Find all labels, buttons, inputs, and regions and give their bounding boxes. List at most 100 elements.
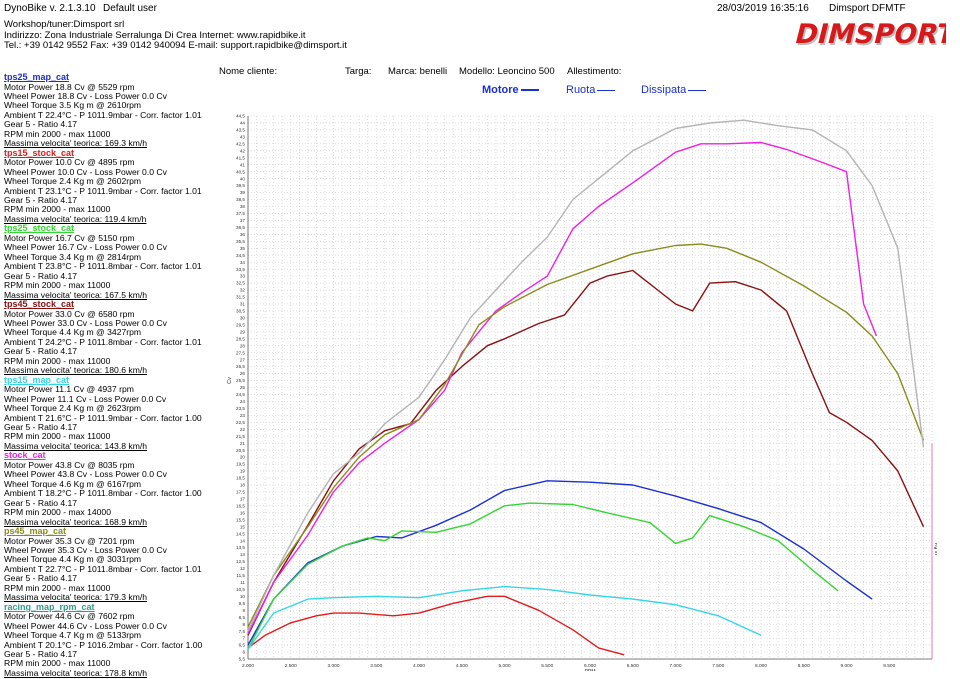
y2-axis-label: Kg m <box>933 543 937 555</box>
run-detail: Ambient T 23.8°C - P 1011.8mbar - Corr. … <box>4 261 202 272</box>
y-tick-label: 37 <box>240 218 246 223</box>
y-tick-label: 12,5 <box>236 559 245 564</box>
y-tick-label: 17 <box>240 496 246 501</box>
legend-dissipata-line <box>688 89 707 91</box>
run-detail: Massima velocita' teorica: 180.6 km/h <box>4 365 148 376</box>
x-tick-label: 2.000 <box>242 663 254 669</box>
y-tick-label: 30 <box>240 315 246 320</box>
y-tick-label: 32 <box>240 288 246 293</box>
run-detail: Motor Power 16.7 Cv @ 5150 rpm <box>4 232 135 243</box>
y-tick-label: 33 <box>240 274 246 279</box>
run-detail: RPM min 2000 - max 14000 <box>4 507 111 518</box>
y-tick-label: 26 <box>240 371 246 376</box>
y-tick-label: 9,5 <box>239 601 246 606</box>
y-tick-label: 43,5 <box>236 128 245 133</box>
y-tick-label: 15 <box>240 524 246 529</box>
run-block: ps45_map_cat Motor Power 35.3 Cv @ 7201 r… <box>4 527 219 603</box>
y-tick-label: 31 <box>240 302 246 307</box>
run-detail: Wheel Power 11.1 Cv - Loss Power 0.0 Cv <box>4 393 167 404</box>
y-tick-label: 28,5 <box>236 336 245 341</box>
run-detail: Ambient T 23.1°C - P 1011.9mbar - Corr. … <box>4 185 202 196</box>
y-tick-label: 10 <box>240 594 246 599</box>
x-tick-label: 9.500 <box>883 663 895 669</box>
x-axis-label: RPM <box>584 669 595 671</box>
run-name[interactable]: tps25_map_cat <box>4 72 70 82</box>
y-tick-label: 8 <box>242 622 245 627</box>
run-name[interactable]: tps15_stock_cat <box>4 147 75 158</box>
y-tick-label: 28 <box>240 343 246 348</box>
run-detail: Massima velocita' teorica: 179.3 km/h <box>4 592 148 603</box>
run-detail: Gear 5 - Ratio 4.17 <box>4 194 78 205</box>
run-block: tps25_stock_cat Motor Power 16.7 Cv @ 515… <box>4 224 219 300</box>
y-tick-label: 16 <box>240 510 246 515</box>
run-detail: Motor Power 11.1 Cv @ 4937 rpm <box>4 384 134 395</box>
x-tick-label: 6.000 <box>584 663 596 669</box>
series-line-ps45_map_cat <box>247 243 925 628</box>
y-tick-label: 34 <box>240 260 246 265</box>
y-tick-label: 44,5 <box>236 114 245 119</box>
model-label: Modello: Leoncino 500 <box>459 66 555 77</box>
run-name[interactable]: tps25_stock_cat <box>4 223 75 234</box>
run-name[interactable]: stock_cat <box>4 450 46 461</box>
x-tick-label: 7.000 <box>669 663 681 669</box>
y-tick-label: 36,5 <box>236 225 245 230</box>
run-detail: Massima velocita' teorica: 178.8 km/h <box>4 667 148 678</box>
run-detail: Motor Power 35.3 Cv @ 7201 rpm <box>4 535 135 546</box>
run-detail: Wheel Torque 3.4 Kg m @ 2814rpm <box>4 251 142 262</box>
run-detail: Wheel Power 33.0 Cv - Loss Power 0.0 Cv <box>4 317 167 328</box>
x-tick-label: 2.500 <box>285 663 297 669</box>
y-tick-label: 25 <box>240 385 246 390</box>
y-tick-label: 25,5 <box>236 378 245 383</box>
run-detail: Motor Power 33.0 Cv @ 6580 rpm <box>4 308 135 319</box>
run-detail: Wheel Torque 2.4 Kg m @ 2602rpm <box>4 176 142 187</box>
run-detail: Wheel Power 18.8 Cv - Loss Power 0.0 Cv <box>4 90 167 101</box>
y-tick-label: 33,5 <box>236 267 245 272</box>
y-tick-label: 29,5 <box>236 322 245 327</box>
y-tick-label: 22,5 <box>236 420 245 425</box>
legend-dissipata-label: Dissipata <box>641 84 687 96</box>
run-detail: Ambient T 24.2°C - P 1011.8mbar - Corr. … <box>4 336 202 347</box>
run-detail: Wheel Power 10.0 Cv - Loss Power 0.0 Cv <box>4 166 167 177</box>
y-tick-label: 27 <box>240 357 246 362</box>
y-tick-label: 17,5 <box>236 490 245 495</box>
run-block: tps45_stock_cat Motor Power 33.0 Cv @ 658… <box>4 300 219 376</box>
y-tick-label: 42,5 <box>236 141 245 146</box>
run-detail: Ambient T 22.7°C - P 1011.8mbar - Corr. … <box>4 563 202 574</box>
dyno-chart: 5,5 6 6,5 7 7,5 8 8,5 9 9,5 10 10,5 11 11,5 12 12,5 13 1… <box>227 114 937 671</box>
workshop-line: Workshop/tuner:Dimsport srl <box>4 19 125 30</box>
x-tick-label: 8.000 <box>755 663 767 669</box>
series-line-stock_cat <box>247 141 878 635</box>
y-tick-label: 6 <box>242 650 245 655</box>
run-detail: Massima velocita' teorica: 143.8 km/h <box>4 440 148 451</box>
y-tick-label: 20,5 <box>236 448 245 453</box>
run-detail: Wheel Power 35.3 Cv - Loss Power 0.0 Cv <box>4 544 167 555</box>
y-tick-label: 10,5 <box>236 587 245 592</box>
y-tick-label: 36 <box>240 232 246 237</box>
y-tick-label: 19,5 <box>236 462 245 467</box>
y-tick-label: 39,5 <box>236 183 245 188</box>
run-name[interactable]: tps45_stock_cat <box>4 299 75 310</box>
run-name[interactable]: tps15_map_cat <box>4 374 70 385</box>
run-name[interactable]: racing_map_rpm_cat <box>4 601 95 612</box>
run-name[interactable]: ps45_map_cat <box>4 526 67 537</box>
series-line-tps25_stock_cat <box>247 502 839 650</box>
run-detail: Gear 5 - Ratio 4.17 <box>4 270 78 281</box>
legend-ruota-line <box>597 89 616 91</box>
run-block: stock_cat Motor Power 43.8 Cv @ 8035 rpm W… <box>4 451 219 527</box>
run-detail: Motor Power 18.8 Cv @ 5529 rpm <box>4 81 135 92</box>
y-tick-label: 24 <box>240 399 246 404</box>
y-tick-label: 7 <box>242 636 245 641</box>
legend-motore-line <box>520 89 539 92</box>
x-tick-label: 7.500 <box>712 663 724 669</box>
series-line-tps25_map_cat <box>247 480 873 646</box>
y-tick-label: 43 <box>240 134 246 139</box>
svg-text:DIMSPORT: DIMSPORT <box>793 21 946 51</box>
y-tick-label: 34,5 <box>236 253 245 258</box>
y-tick-label: 21,5 <box>236 434 245 439</box>
customer-label: Nome cliente: <box>219 66 278 77</box>
run-detail: Ambient T 18.2°C - P 1011.8mbar - Corr. … <box>4 488 202 499</box>
y-tick-label: 37,5 <box>236 211 245 216</box>
y-tick-label: 21 <box>240 441 246 446</box>
run-detail: Wheel Torque 4.7 Kg m @ 5133rpm <box>4 630 142 641</box>
x-tick-label: 4.000 <box>413 663 425 669</box>
